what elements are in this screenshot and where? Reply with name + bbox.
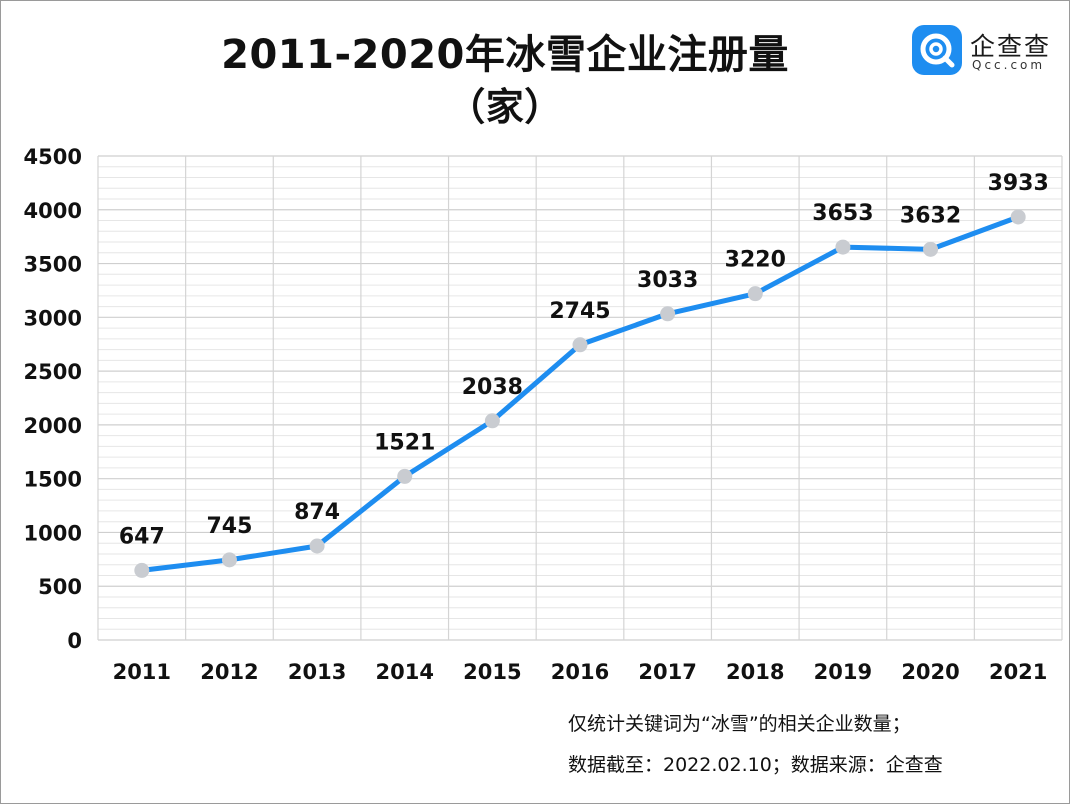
data-label: 1521 [374,430,435,455]
data-label: 3653 [812,201,873,226]
data-label: 3220 [725,248,786,273]
data-label: 745 [206,514,252,539]
y-tick-label: 2000 [24,414,82,438]
footnote-scope: 仅统计关键词为“冰雪”的相关企业数量； [568,713,911,735]
data-point [221,552,237,568]
data-point [484,413,500,429]
y-tick-label: 3000 [24,306,82,330]
y-tick-label: 0 [67,629,82,653]
data-point [747,286,763,302]
data-label: 3933 [988,171,1049,196]
x-tick-label: 2015 [463,660,521,684]
data-point [572,337,588,353]
footnote-source: 数据截至：2022.02.10；数据来源：企查查 [568,754,943,776]
y-axis-tick-labels: 0 500 1000 1500 2000 2500 3000 3500 4000 4500 [24,145,82,653]
logo-name: 企查查 [970,32,1052,61]
data-point [660,306,676,322]
y-tick-label: 1000 [24,521,82,545]
x-tick-label: 2020 [901,660,959,684]
chart-title-unit: （家） [447,85,563,129]
logo-domain: Qcc.com [972,58,1046,72]
data-point [835,239,851,255]
data-label: 2038 [462,375,523,400]
qcc-logo-icon [912,25,962,75]
data-markers [134,209,1026,578]
chart-title: 2011-2020年冰雪企业注册量 [221,32,789,78]
data-label: 874 [294,500,340,525]
data-labels: 647 745 874 1521 2038 2745 3033 3220 3653 3632 393… [119,171,1049,549]
y-tick-label: 1500 [24,468,82,492]
line-chart: 0 500 1000 1500 2000 2500 3000 3500 4000 4500 201… [24,145,1063,684]
data-label: 2745 [549,299,610,324]
x-tick-label: 2011 [113,660,171,684]
y-tick-label: 500 [38,575,82,599]
x-tick-label: 2019 [814,660,872,684]
y-tick-label: 4000 [24,199,82,223]
y-tick-label: 3500 [24,253,82,277]
data-point [397,468,413,484]
y-tick-label: 4500 [24,145,82,169]
data-point [134,562,150,578]
magnifier-q-icon [920,33,955,68]
major-gridlines [97,155,1063,641]
x-tick-label: 2018 [726,660,784,684]
data-point [923,241,939,257]
data-point [1010,209,1026,225]
y-tick-label: 2500 [24,360,82,384]
data-label: 647 [119,524,165,549]
x-tick-label: 2021 [989,660,1047,684]
x-tick-label: 2016 [551,660,609,684]
x-tick-label: 2013 [288,660,346,684]
x-axis-tick-labels: 2011 2012 2013 2014 2015 2016 2017 2018 2019 2020… [113,660,1048,684]
x-tick-label: 2014 [376,660,434,684]
x-tick-label: 2012 [200,660,258,684]
data-point [309,538,325,554]
data-label: 3632 [900,203,961,228]
data-label: 3033 [637,268,698,293]
x-tick-label: 2017 [638,660,696,684]
minor-gridlines [98,166,1062,630]
qcc-logo: 企查查 Qcc.com [912,25,1062,75]
